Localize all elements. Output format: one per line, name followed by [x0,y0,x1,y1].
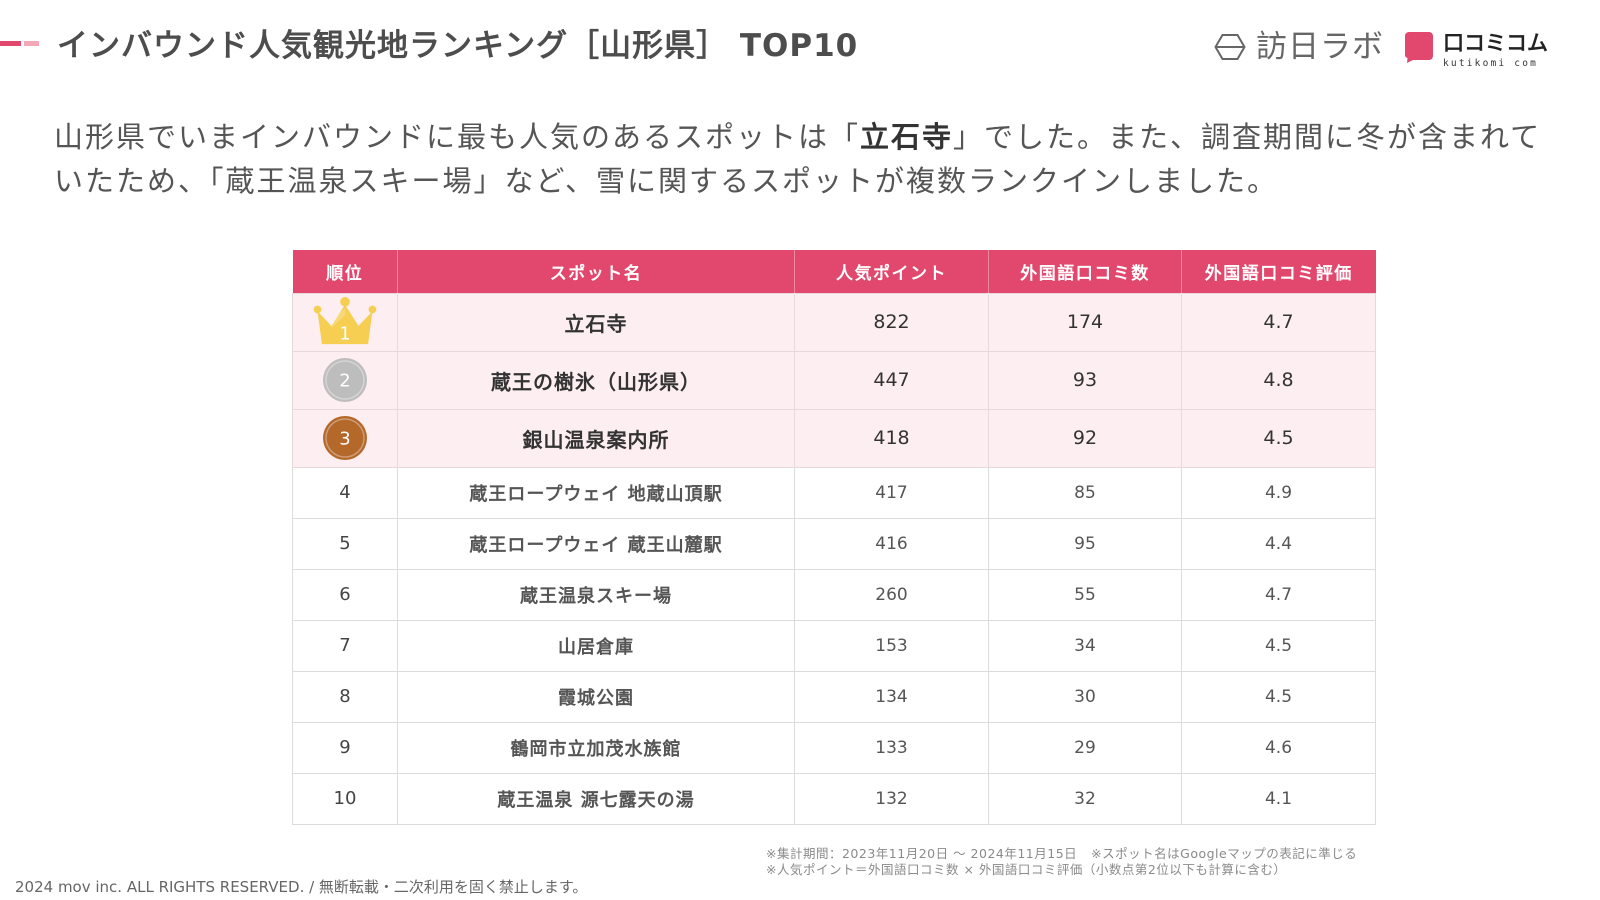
footnote-formula: ※人気ポイント＝外国語口コミ数 × 外国語口コミ評価（小数点第2位以下も計算に含… [766,861,1287,877]
speech-bubble-logo-icon [1405,32,1433,63]
popularity-points-cell: 153 [794,619,989,672]
spot-name-cell: 蔵王温泉スキー場 [397,568,795,621]
review-rating-cell: 4.8 [1181,350,1376,410]
rank-number: 2 [339,371,350,392]
rank-cell: 9 [292,721,398,774]
review-rating-cell: 4.7 [1181,568,1376,621]
spot-name-cell: 蔵王温泉 源七露天の湯 [397,772,795,825]
column-header-rank: 順位 [292,250,398,293]
rank-cell: 10 [292,772,398,825]
lead-line-1: 山形県でいまインバウンドに最も人気のあるスポットは「立石寺」でした。また、調査期… [54,115,1541,159]
spot-name-cell: 鶴岡市立加茂水族館 [397,721,795,774]
review-count-cell: 93 [988,350,1182,410]
popularity-points-cell: 260 [794,568,989,621]
review-count-cell: 55 [988,568,1182,621]
table-row: 4 蔵王ロープウェイ 地蔵山頂駅 417 85 4.9 [292,466,1376,519]
rank-cell: 4 [292,466,398,519]
rank-cell: 1 [292,292,398,352]
honichi-labo-logo: 訪日ラボ [1214,28,1384,66]
column-header-review-count: 外国語口コミ数 [988,250,1182,293]
spot-name-cell: 蔵王の樹氷（山形県） [397,350,795,410]
copyright-footer: 2024 mov inc. ALL RIGHTS RESERVED. / 無断転… [15,878,588,896]
column-header-points: 人気ポイント [794,250,989,293]
footnote-period: ※集計期間：2023年11月20日 〜 2024年11月15日 [766,846,1078,861]
kutikomi-com-logo-subtext: kutikomi com [1443,58,1539,69]
kutikomi-com-logo-text: 口コミコム [1443,31,1548,55]
popularity-points-cell: 418 [794,408,989,468]
spot-name-cell: 蔵王ロープウェイ 蔵王山麓駅 [397,517,795,570]
spot-name-cell: 山居倉庫 [397,619,795,672]
review-count-cell: 30 [988,670,1182,723]
table-row: 6 蔵王温泉スキー場 260 55 4.7 [292,568,1376,621]
lead-highlight: 立石寺 [860,120,954,154]
silver-medal-icon: 2 [323,358,367,402]
rank-cell: 3 [292,408,398,468]
review-rating-cell: 4.5 [1181,408,1376,468]
popularity-points-cell: 447 [794,350,989,410]
lead-line-2: いたため、「蔵王温泉スキー場」など、雪に関するスポットが複数ランクインしました。 [54,164,1279,198]
review-count-cell: 29 [988,721,1182,774]
footnote-line: ※集計期間：2023年11月20日 〜 2024年11月15日 ※スポット名はGo… [766,846,1358,862]
popularity-points-cell: 132 [794,772,989,825]
spot-name-cell: 霞城公園 [397,670,795,723]
review-rating-cell: 4.1 [1181,772,1376,825]
table-row: 2 蔵王の樹氷（山形県） 447 93 4.8 [292,350,1376,410]
crown-icon: 1 [313,296,377,344]
popularity-points-cell: 133 [794,721,989,774]
honichi-labo-logo-text: 訪日ラボ [1256,29,1384,65]
review-rating-cell: 4.7 [1181,292,1376,352]
kutikomi-com-logo: 口コミコム kutikomi com [1404,31,1548,70]
table-row: 10 蔵王温泉 源七露天の湯 132 32 4.1 [292,772,1376,825]
popularity-points-cell: 822 [794,292,989,352]
accent-segment [24,41,39,46]
bronze-medal-icon: 3 [323,416,367,460]
review-count-cell: 95 [988,517,1182,570]
table-row: 8 霞城公園 134 30 4.5 [292,670,1376,723]
review-rating-cell: 4.9 [1181,466,1376,519]
rank-cell: 8 [292,670,398,723]
lead-line-1-prefix: 山形県でいまインバウンドに最も人気のあるスポットは「 [54,120,861,154]
lead-line-1-suffix: 」でした。また、調査期間に冬が含まれて [953,120,1542,154]
table-row: 5 蔵王ロープウェイ 蔵王山麓駅 416 95 4.4 [292,517,1376,570]
review-rating-cell: 4.4 [1181,517,1376,570]
rank-number: 1 [339,324,350,344]
rank-cell: 2 [292,350,398,410]
review-rating-cell: 4.6 [1181,721,1376,774]
footnotes: ※集計期間：2023年11月20日 〜 2024年11月15日 ※スポット名はGo… [766,846,1358,877]
spot-name-cell: 蔵王ロープウェイ 地蔵山頂駅 [397,466,795,519]
rank-number: 3 [339,429,350,450]
hexagon-logo-icon [1214,34,1246,60]
rank-cell: 5 [292,517,398,570]
rank-cell: 6 [292,568,398,621]
table-header-row: 順位 スポット名 人気ポイント 外国語口コミ数 外国語口コミ評価 [292,250,1376,293]
popularity-points-cell: 417 [794,466,989,519]
column-header-spot: スポット名 [397,250,795,293]
popularity-points-cell: 416 [794,517,989,570]
review-count-cell: 85 [988,466,1182,519]
column-header-review-rating: 外国語口コミ評価 [1181,250,1376,293]
popularity-points-cell: 134 [794,670,989,723]
table-row: 3 銀山温泉案内所 418 92 4.5 [292,408,1376,468]
table-row: 9 鶴岡市立加茂水族館 133 29 4.6 [292,721,1376,774]
title-accent-bar [0,41,39,46]
table-row: 1 立石寺 822 174 4.7 [292,292,1376,352]
review-count-cell: 32 [988,772,1182,825]
table-row: 7 山居倉庫 153 34 4.5 [292,619,1376,672]
review-rating-cell: 4.5 [1181,619,1376,672]
spot-name-cell: 銀山温泉案内所 [397,408,795,468]
accent-segment [0,41,21,46]
ranking-table: 順位 スポット名 人気ポイント 外国語口コミ数 外国語口コミ評価 1 [292,250,1376,825]
review-count-cell: 92 [988,408,1182,468]
review-rating-cell: 4.5 [1181,670,1376,723]
lead-text: 山形県でいまインバウンドに最も人気のあるスポットは「立石寺」でした。また、調査期… [54,115,1541,203]
rank-cell: 7 [292,619,398,672]
page-title: インバウンド人気観光地ランキング［山形県］ TOP10 [57,28,859,64]
review-count-cell: 174 [988,292,1182,352]
review-count-cell: 34 [988,619,1182,672]
spot-name-cell: 立石寺 [397,292,795,352]
footnote-spot-names: ※スポット名はGoogleマップの表記に準じる [1091,846,1358,861]
